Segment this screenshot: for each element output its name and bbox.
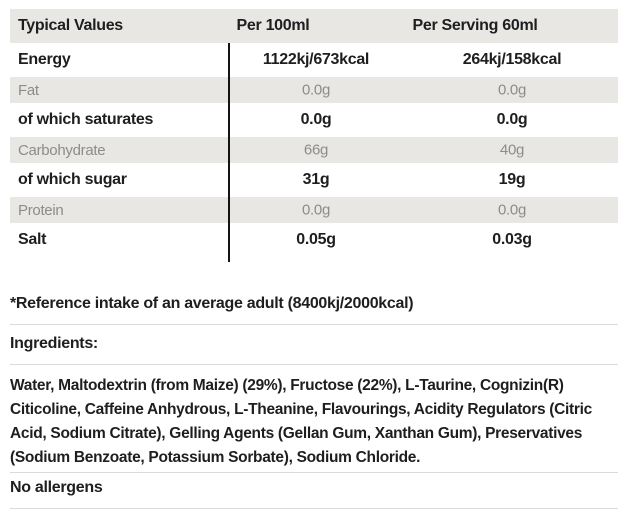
divider bbox=[10, 324, 618, 325]
row-label: Fat bbox=[18, 81, 39, 99]
table-header-per-100ml: Per 100ml bbox=[236, 17, 310, 34]
value-per-serving: 0.0g bbox=[496, 111, 528, 128]
value-per-serving: 40g bbox=[499, 141, 525, 159]
divider bbox=[10, 508, 618, 509]
allergens-note: No allergens bbox=[10, 479, 103, 496]
nutrition-table-row: Energy 1122kj/673kcal 264kj/158kcal bbox=[10, 43, 618, 77]
nutrition-table-row: Protein 0.0g 0.0g bbox=[10, 197, 618, 223]
row-label: of which sugar bbox=[18, 171, 127, 188]
typical-values-table: Typical Values Per 100ml Per Serving 60m… bbox=[10, 9, 618, 257]
divider bbox=[10, 364, 618, 365]
value-per-100ml: 1122kj/673kcal bbox=[262, 51, 370, 68]
value-per-serving: 19g bbox=[498, 171, 526, 188]
table-header-per-serving: Per Serving 60ml bbox=[412, 17, 538, 34]
row-label: Protein bbox=[18, 201, 64, 219]
value-per-100ml: 0.0g bbox=[302, 201, 330, 219]
reference-intake-note: *Reference intake of an average adult (8… bbox=[10, 295, 414, 312]
divider bbox=[10, 472, 618, 473]
row-label: Energy bbox=[18, 51, 71, 68]
nutrition-table-row: of which sugar 31g 19g bbox=[10, 163, 618, 197]
ingredients-text: Water, Maltodextrin (from Maize) (29%), … bbox=[10, 377, 592, 466]
nutrition-table-row: Fat 0.0g 0.0g bbox=[10, 77, 618, 103]
value-per-100ml: 0.0g bbox=[300, 111, 332, 128]
nutrition-table-row: Salt 0.05g 0.03g bbox=[10, 223, 618, 257]
value-per-serving: 0.0g bbox=[498, 201, 526, 219]
table-header-row: Typical Values Per 100ml Per Serving 60m… bbox=[10, 9, 618, 43]
table-header-typical-values: Typical Values bbox=[18, 17, 123, 34]
nutrition-table-row: Carbohydrate 66g 40g bbox=[10, 137, 618, 163]
column-divider-line bbox=[228, 43, 230, 262]
row-label: of which saturates bbox=[18, 111, 154, 128]
row-label: Salt bbox=[18, 231, 47, 248]
value-per-serving: 0.03g bbox=[492, 231, 532, 248]
value-per-100ml: 0.05g bbox=[296, 231, 336, 248]
value-per-serving: 0.0g bbox=[498, 81, 526, 99]
nutrition-table-row: of which saturates 0.0g 0.0g bbox=[10, 103, 618, 137]
ingredients-heading: Ingredients: bbox=[10, 335, 98, 352]
value-per-100ml: 31g bbox=[302, 171, 330, 188]
nutrition-table-body: Energy 1122kj/673kcal 264kj/158kcal Fat … bbox=[10, 43, 618, 257]
value-per-100ml: 66g bbox=[303, 141, 329, 159]
row-label: Carbohydrate bbox=[18, 141, 106, 159]
value-per-serving: 264kj/158kcal bbox=[462, 51, 562, 68]
value-per-100ml: 0.0g bbox=[302, 81, 330, 99]
